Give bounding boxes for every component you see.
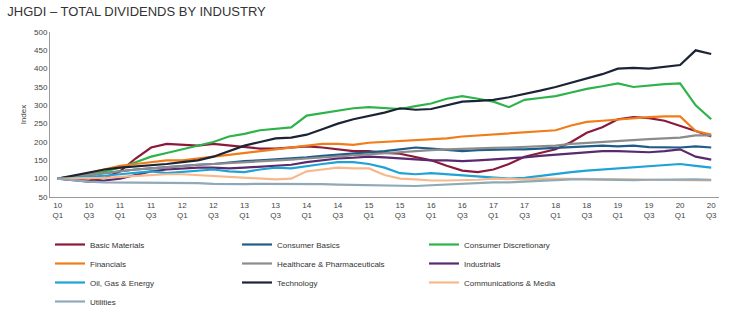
svg-text:10Q1: 10Q1	[52, 201, 63, 220]
svg-text:17Q3: 17Q3	[519, 201, 530, 220]
svg-text:150: 150	[34, 156, 48, 165]
svg-text:17Q1: 17Q1	[488, 201, 499, 220]
svg-text:20Q3: 20Q3	[706, 201, 717, 220]
svg-text:500: 500	[34, 28, 48, 37]
svg-text:16Q3: 16Q3	[457, 201, 468, 220]
svg-text:Healthcare & Pharmaceuticals: Healthcare & Pharmaceuticals	[277, 260, 385, 269]
svg-text:Technology: Technology	[277, 279, 317, 288]
svg-text:Communications & Media: Communications & Media	[464, 279, 556, 288]
svg-text:15Q3: 15Q3	[395, 201, 406, 220]
svg-text:13Q1: 13Q1	[239, 201, 250, 220]
svg-text:14Q1: 14Q1	[301, 201, 312, 220]
svg-text:13Q3: 13Q3	[270, 201, 281, 220]
svg-text:11Q3: 11Q3	[146, 201, 157, 220]
svg-text:Industrials: Industrials	[464, 260, 500, 269]
svg-text:19Q1: 19Q1	[613, 201, 624, 220]
svg-text:20Q1: 20Q1	[675, 201, 686, 220]
svg-text:450: 450	[34, 46, 48, 55]
svg-text:200: 200	[34, 138, 48, 147]
svg-text:12Q1: 12Q1	[177, 201, 188, 220]
svg-text:12Q3: 12Q3	[208, 201, 219, 220]
svg-text:400: 400	[34, 64, 48, 73]
svg-text:100: 100	[34, 174, 48, 183]
svg-text:14Q3: 14Q3	[332, 201, 343, 220]
svg-text:10Q3: 10Q3	[84, 201, 95, 220]
svg-text:JHGDI – TOTAL DIVIDENDS BY IND: JHGDI – TOTAL DIVIDENDS BY INDUSTRY	[7, 4, 266, 19]
svg-text:300: 300	[34, 101, 48, 110]
svg-text:Basic Materials: Basic Materials	[90, 241, 144, 250]
svg-text:350: 350	[34, 83, 48, 92]
svg-text:Consumer Discretionary: Consumer Discretionary	[464, 241, 550, 250]
svg-text:Oil, Gas & Energy: Oil, Gas & Energy	[90, 279, 154, 288]
svg-text:15Q1: 15Q1	[364, 201, 375, 220]
svg-text:18Q3: 18Q3	[581, 201, 592, 220]
svg-text:18Q1: 18Q1	[550, 201, 561, 220]
svg-text:250: 250	[34, 119, 48, 128]
svg-text:19Q3: 19Q3	[644, 201, 655, 220]
svg-text:11Q1: 11Q1	[115, 201, 126, 220]
svg-text:Consumer Basics: Consumer Basics	[277, 241, 340, 250]
svg-text:16Q1: 16Q1	[426, 201, 437, 220]
svg-text:Index: Index	[19, 105, 28, 125]
svg-text:Financials: Financials	[90, 260, 126, 269]
svg-text:50: 50	[38, 193, 47, 202]
svg-text:Utilities: Utilities	[90, 298, 116, 307]
